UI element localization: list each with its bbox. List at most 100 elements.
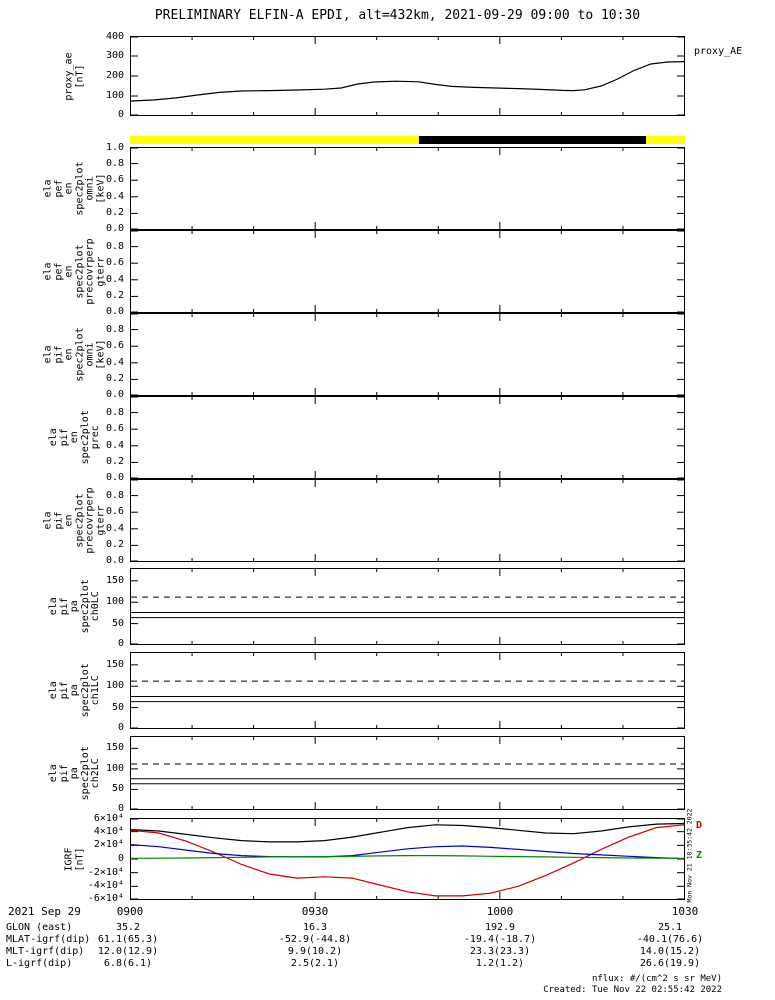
ytick-label: -2×10⁴ [87, 866, 124, 878]
ytick-label: 50 [111, 783, 124, 795]
eph-value: 23.3(23.3) [469, 946, 531, 957]
ytick-label: 0 [117, 853, 124, 864]
panel-pif_en_prec [130, 396, 685, 479]
ytick-label: 400 [105, 31, 124, 42]
eph-label-3: L-igrf(dip) [6, 958, 73, 969]
eph-value: -40.1(76.6) [636, 934, 704, 945]
eph-value: 2.5(2.1) [290, 958, 340, 969]
plot-title: PRELIMINARY ELFIN-A EPDI, alt=432km, 202… [154, 8, 641, 23]
eph-label-1: MLAT-igrf(dip) [6, 934, 91, 945]
xtick-0900: 0900 [116, 905, 144, 918]
eph-value: 192.9 [484, 922, 516, 933]
ylabel-pef_en_precovrperp_gterr: ela pef en spec2plot precovrperp gterr [42, 238, 107, 305]
ytick-label: 0.8 [105, 406, 124, 418]
ylabel-pif_pa_ch2LC: ela pif pa spec2plot ch2LC [47, 745, 101, 801]
eph-value: 6.8(6.1) [103, 958, 153, 969]
right-label-proxy_ae: proxy_AE [694, 46, 743, 57]
eph-value: 35.2 [115, 922, 141, 933]
ytick-label: 0 [117, 109, 124, 120]
ytick-label: 0.8 [105, 489, 124, 501]
ytick-label: 0.6 [105, 257, 124, 269]
panel-pef_en_precovrperp_gterr [130, 230, 685, 313]
ytick-label: 0.0 [105, 389, 124, 400]
eph-value: 1.2(1.2) [475, 958, 525, 969]
ytick-label: 0.6 [105, 340, 124, 352]
flag-segment [418, 136, 647, 144]
legend-Z: Z [696, 850, 703, 861]
series-proxy_AE [130, 61, 685, 102]
ytick-label: 0.4 [105, 522, 124, 534]
ytick-label: 0.4 [105, 356, 124, 368]
ytick-label: 150 [105, 742, 124, 754]
ytick-label: 0.4 [105, 439, 124, 451]
ytick-label: 150 [105, 574, 124, 586]
ytick-label: 200 [105, 70, 124, 81]
ytick-label: 0.0 [105, 555, 124, 566]
ytick-label: 0.6 [105, 423, 124, 435]
series-B_total [130, 822, 685, 843]
xtick-0930: 0930 [301, 905, 329, 918]
ytick-label: 0 [117, 722, 124, 733]
ytick-label: 0.6 [105, 506, 124, 518]
ylabel-pef_en_omni: ela pef en spec2plot omni [keV] [42, 161, 107, 216]
ylabel-pif_pa_ch0LC: ela pif pa spec2plot ch0LC [47, 579, 101, 634]
ytick-label: 0.8 [105, 157, 124, 169]
ylabel-pif_pa_ch1LC: ela pif pa spec2plot ch1LC [47, 663, 101, 718]
xtick-1000: 1000 [486, 905, 514, 918]
eph-value: 61.1(65.3) [97, 934, 159, 945]
eph-value: 14.0(15.2) [639, 946, 701, 957]
date-label: 2021 Sep 29 [8, 905, 81, 918]
ytick-label: 0.2 [105, 290, 124, 302]
created-timestamp: Created: Tue Nov 22 02:55:42 2022 [543, 985, 722, 995]
ytick-label: 0.2 [105, 373, 124, 385]
ylabel-igrf: IGRF [nT] [63, 846, 86, 872]
ytick-label: 0.4 [105, 190, 124, 202]
panel-igrf [130, 818, 685, 900]
ytick-label: 0.2 [105, 539, 124, 551]
ytick-label: 0 [117, 803, 124, 814]
ytick-label: 0.4 [105, 273, 124, 285]
panel-proxy_ae [130, 36, 685, 116]
ytick-label: 1.0 [105, 142, 124, 153]
panel-pif_en_precovrperp_gterr [130, 479, 685, 562]
ytick-label: 6×10⁴ [93, 813, 124, 824]
ytick-label: 300 [105, 50, 124, 61]
eph-value: 26.6(19.9) [639, 958, 701, 969]
sunlight-flag-bar [130, 136, 685, 144]
ytick-label: 0.0 [105, 472, 124, 483]
ytick-label: 0.8 [105, 323, 124, 335]
eph-label-0: GLON (east) [6, 922, 73, 933]
eph-value: 16.3 [302, 922, 328, 933]
ylabel-proxy_ae: proxy_ae [nT] [63, 51, 86, 101]
flag-segment [130, 136, 419, 144]
panel-pif_pa_ch1LC [130, 652, 685, 729]
ytick-label: 2×10⁴ [93, 839, 124, 851]
ylabel-pif_en_omni: ela pif en spec2plot omni [keV] [42, 327, 107, 382]
ytick-label: 0.0 [105, 306, 124, 317]
ytick-label: 0.6 [105, 174, 124, 186]
ytick-label: 100 [105, 680, 124, 692]
panel-pif_pa_ch0LC [130, 568, 685, 645]
side-timestamp: Mon Nov 21 18:35:42 2022 [685, 808, 694, 903]
ytick-label: 0.8 [105, 240, 124, 252]
ytick-label: 4×10⁴ [93, 825, 124, 837]
ytick-label: -6×10⁴ [87, 893, 124, 904]
ytick-label: 50 [111, 617, 124, 629]
ytick-label: 100 [105, 90, 124, 101]
eph-value: -19.4(-18.7) [463, 934, 537, 945]
ytick-label: 100 [105, 596, 124, 608]
xtick-1030: 1030 [671, 905, 699, 918]
ytick-label: -4×10⁴ [87, 880, 124, 892]
ytick-label: 0.2 [105, 456, 124, 468]
series-Z [130, 854, 685, 859]
ylabel-pif_en_prec: ela pif en spec2plot prec [47, 410, 101, 465]
ytick-label: 0 [117, 638, 124, 649]
units-note: nflux: #/(cm^2 s sr MeV) [591, 974, 722, 984]
eph-value: 12.0(12.9) [97, 946, 159, 957]
flag-segment [646, 136, 685, 144]
panel-pif_en_omni [130, 313, 685, 396]
panel-pif_pa_ch2LC [130, 736, 685, 810]
eph-label-2: MLT-igrf(dip) [6, 946, 85, 957]
panel-pef_en_omni [130, 147, 685, 230]
